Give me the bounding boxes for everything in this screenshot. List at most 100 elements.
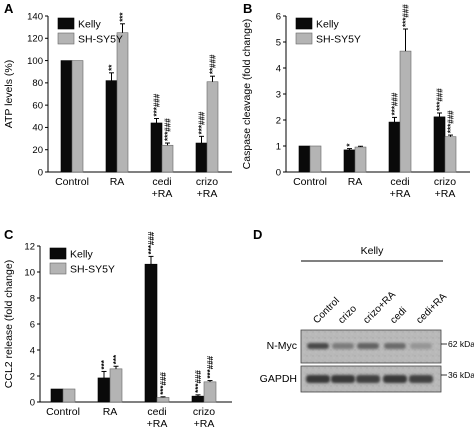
category-label-line: crizo	[434, 176, 456, 188]
significance-mark-c: ***###	[147, 231, 156, 254]
blot-band-nmyc	[332, 343, 354, 349]
blot-row-label-nmyc: N-Myc	[267, 340, 297, 352]
legend-label-shsy5y: SH-SY5Y	[316, 34, 361, 46]
bar-c-kelly	[50, 388, 64, 403]
legend-swatch-shsy5y	[57, 32, 75, 45]
legend-label-kelly: Kelly	[316, 19, 340, 31]
category-label-line: +RA	[197, 188, 218, 200]
blot-lane-label: cedi	[388, 305, 409, 326]
y-tick-label-b: 2	[276, 115, 281, 126]
significance-mark-c: ***	[100, 359, 109, 369]
category-label-line: Control	[46, 406, 80, 418]
significance-mark-b: *	[345, 143, 354, 147]
legend-swatch-shsy5y	[295, 32, 313, 45]
bar-b-shsy5y	[399, 50, 412, 173]
legend-swatch-kelly	[57, 17, 75, 30]
significance-mark-b: ***###	[390, 92, 399, 115]
blot-band-nmyc	[307, 343, 329, 349]
category-label-a: RA	[110, 176, 125, 188]
significance-mark-b: ***###	[435, 88, 444, 111]
y-axis-label-c: CCL2 release (fold change)	[3, 260, 15, 388]
significance-mark-b: ***###	[446, 110, 455, 133]
y-tick-label-c: 6	[30, 319, 35, 330]
category-label-line: RA	[348, 176, 363, 188]
category-label-line: +RA	[194, 418, 215, 430]
category-label-b: Control	[293, 176, 327, 188]
bar-c-kelly	[144, 263, 158, 403]
y-tick-label-b: 6	[276, 11, 281, 22]
bar-a-shsy5y	[206, 81, 219, 173]
y-tick-label-b: 5	[276, 37, 281, 48]
significance-mark-a: **###	[208, 54, 217, 74]
y-tick-label-c: 12	[24, 241, 35, 252]
category-label-line: cedi	[390, 176, 409, 188]
bar-c-shsy5y	[62, 388, 76, 403]
category-label-c: RA	[103, 406, 118, 418]
legend-swatch-kelly	[295, 17, 313, 30]
bar-a-kelly	[60, 60, 73, 173]
panel-label-b: B	[243, 1, 252, 16]
category-label-line: +RA	[152, 188, 173, 200]
category-label-line: +RA	[147, 418, 168, 430]
significance-mark-c: ***	[112, 354, 121, 364]
category-label-a: cedi +RA	[152, 176, 173, 200]
blot-bands	[306, 343, 433, 383]
blot-band-gapdh	[409, 375, 433, 383]
blot-cell-line-label: Kelly	[361, 245, 385, 257]
category-label-line: cedi	[147, 406, 166, 418]
bar-c-kelly	[191, 395, 205, 403]
category-label-line: +RA	[435, 188, 456, 200]
legend-swatch-kelly	[49, 247, 67, 260]
blot-band-gapdh	[306, 375, 330, 383]
bar-a-kelly	[150, 122, 163, 173]
bar-c-shsy5y	[156, 397, 170, 403]
panel-label-c: C	[4, 227, 14, 242]
bar-b-kelly	[298, 145, 311, 173]
category-label-a: Control	[55, 176, 89, 188]
y-tick-label-a: 120	[27, 34, 43, 45]
significance-mark-b: ***###	[401, 4, 410, 27]
significance-mark-a: ***###	[152, 93, 161, 116]
y-tick-label-a: 80	[32, 78, 43, 89]
chart-atp-levels: 0 20 40 60 80 100 120 140 ATP levels (%) Control *…	[3, 11, 232, 200]
significance-mark-c: ***###	[206, 355, 215, 378]
bar-c-shsy5y	[109, 368, 123, 403]
y-tick-label-b: 4	[276, 63, 281, 74]
category-label-line: RA	[103, 406, 118, 418]
bar-c-kelly	[97, 377, 111, 403]
bar-a-shsy5y	[116, 32, 129, 173]
y-tick-label-b: 0	[276, 167, 281, 178]
y-tick-label-c: 2	[30, 371, 35, 382]
blot-lane-label: Control	[311, 296, 342, 327]
bar-b-kelly	[388, 121, 401, 173]
panel-label-d: D	[253, 227, 262, 242]
category-label-a: crizo +RA	[196, 176, 218, 200]
blot-band-gapdh	[383, 375, 407, 383]
significance-mark-a: ***	[118, 12, 127, 22]
bar-a-kelly	[195, 142, 208, 173]
category-label-line: crizo	[196, 176, 218, 188]
bar-a-shsy5y	[161, 144, 174, 173]
blot-band-nmyc	[357, 343, 379, 349]
blot-lane-label: crizo	[336, 303, 359, 326]
category-label-b: RA	[348, 176, 363, 188]
legend-label-shsy5y: SH-SY5Y	[78, 34, 123, 46]
y-tick-label-c: 8	[30, 293, 35, 304]
category-label-c: Control	[46, 406, 80, 418]
category-label-line: Control	[293, 176, 327, 188]
y-tick-label-a: 0	[38, 167, 43, 178]
legend-label-shsy5y: SH-SY5Y	[70, 264, 115, 276]
bar-c-shsy5y	[203, 381, 217, 403]
y-tick-label-a: 140	[27, 11, 43, 22]
y-tick-label-a: 60	[32, 100, 43, 111]
category-label-b: crizo +RA	[434, 176, 456, 200]
legend-label-kelly: Kelly	[78, 19, 102, 31]
blot-row-label-gapdh: GAPDH	[260, 373, 297, 385]
bar-b-shsy5y	[354, 146, 367, 173]
category-label-line: RA	[110, 176, 125, 188]
chart-ccl2-release: 0 2 4 6 8 10 12 CCL2 release (fold change) Contr…	[3, 231, 232, 430]
category-label-line: cedi	[152, 176, 171, 188]
